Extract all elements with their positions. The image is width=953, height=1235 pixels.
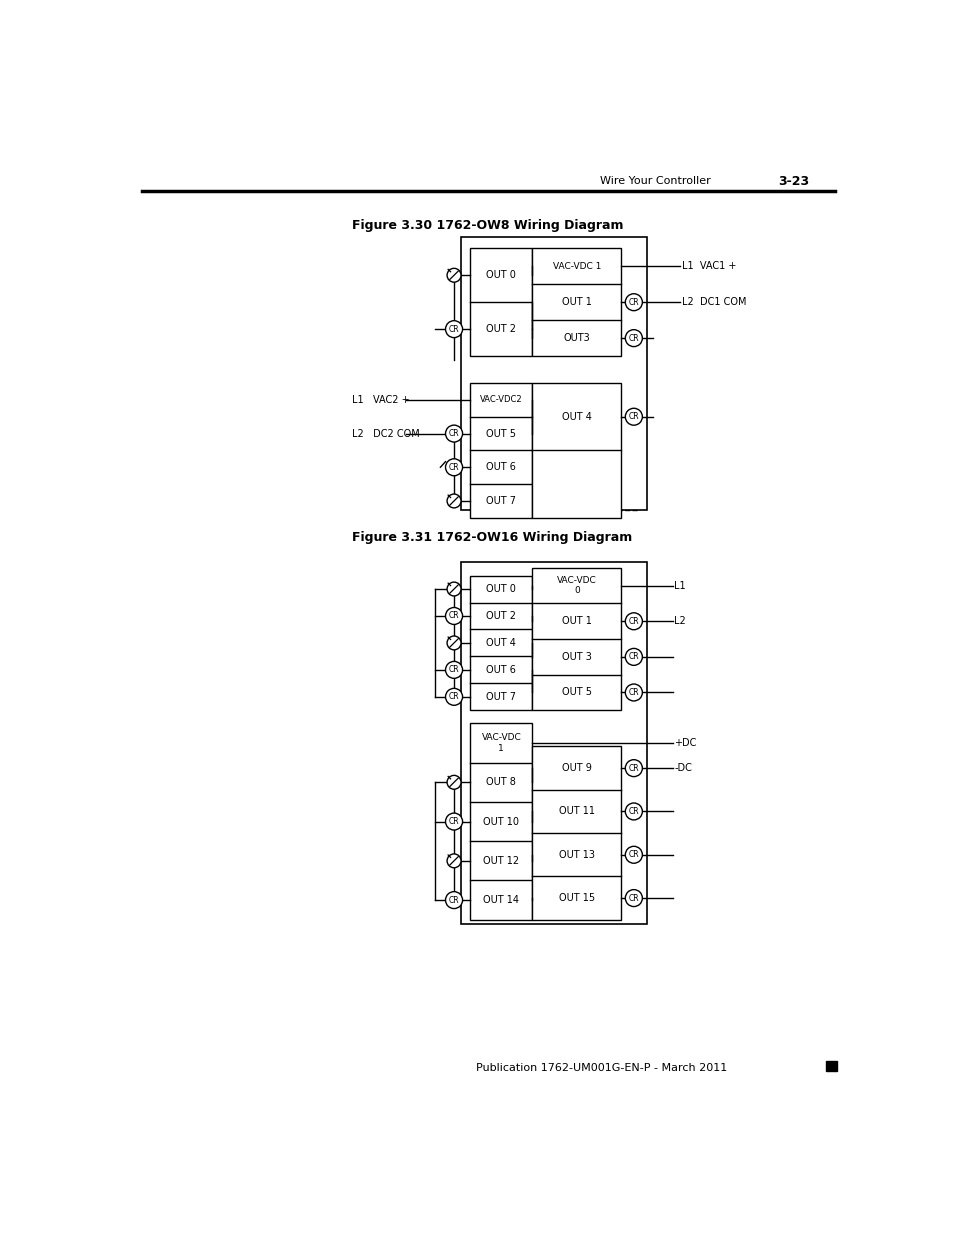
- Text: CR: CR: [628, 894, 639, 903]
- Text: VAC-VDC
0: VAC-VDC 0: [557, 576, 597, 595]
- Text: OUT 10: OUT 10: [483, 816, 518, 826]
- Text: OUT 6: OUT 6: [486, 664, 516, 674]
- Text: L1   VAC2 +: L1 VAC2 +: [352, 395, 409, 405]
- Circle shape: [624, 684, 641, 701]
- Circle shape: [624, 889, 641, 906]
- Bar: [470, 383, 532, 517]
- Text: OUT 4: OUT 4: [561, 411, 591, 421]
- Text: OUT 6: OUT 6: [486, 462, 516, 472]
- Circle shape: [624, 760, 641, 777]
- Circle shape: [624, 330, 641, 347]
- Text: CR: CR: [448, 818, 459, 826]
- Text: OUT 3: OUT 3: [561, 652, 591, 662]
- Text: OUT 2: OUT 2: [486, 611, 516, 621]
- Text: CR: CR: [448, 895, 459, 904]
- Circle shape: [447, 268, 460, 282]
- Text: Publication 1762-UM001G-EN-P - March 2011: Publication 1762-UM001G-EN-P - March 201…: [476, 1063, 726, 1073]
- Text: CR: CR: [628, 616, 639, 626]
- Text: 3-23: 3-23: [778, 175, 808, 188]
- Text: CR: CR: [628, 850, 639, 860]
- Text: CR: CR: [628, 763, 639, 773]
- Text: OUT 7: OUT 7: [486, 692, 516, 701]
- Text: OUT 1: OUT 1: [561, 616, 591, 626]
- Circle shape: [447, 853, 460, 868]
- Text: CR: CR: [628, 806, 639, 816]
- Text: OUT 9: OUT 9: [561, 763, 591, 773]
- Circle shape: [624, 613, 641, 630]
- Circle shape: [445, 813, 462, 830]
- Bar: [460, 562, 646, 924]
- Circle shape: [445, 688, 462, 705]
- Circle shape: [624, 846, 641, 863]
- Text: -DC: -DC: [674, 763, 691, 773]
- Bar: [470, 241, 637, 368]
- Text: OUT 14: OUT 14: [483, 895, 518, 905]
- Text: CR: CR: [628, 333, 639, 342]
- Text: CR: CR: [448, 429, 459, 438]
- Bar: [470, 568, 637, 718]
- Text: OUT 7: OUT 7: [486, 496, 516, 506]
- Text: OUT 12: OUT 12: [483, 856, 518, 866]
- Text: CR: CR: [448, 611, 459, 620]
- Bar: [532, 383, 620, 517]
- Text: +DC: +DC: [674, 739, 696, 748]
- Text: CR: CR: [448, 693, 459, 701]
- Text: OUT 15: OUT 15: [558, 893, 595, 903]
- Circle shape: [624, 803, 641, 820]
- Text: Wire Your Controller: Wire Your Controller: [599, 177, 710, 186]
- Text: CR: CR: [628, 652, 639, 662]
- Text: Figure 3.31 1762-OW16 Wiring Diagram: Figure 3.31 1762-OW16 Wiring Diagram: [352, 531, 631, 545]
- Circle shape: [447, 776, 460, 789]
- Bar: [470, 576, 532, 710]
- Text: OUT 5: OUT 5: [561, 688, 591, 698]
- Circle shape: [445, 662, 462, 678]
- Text: OUT 0: OUT 0: [486, 270, 516, 280]
- Bar: [470, 724, 637, 920]
- Bar: [460, 237, 646, 510]
- Circle shape: [445, 321, 462, 337]
- Circle shape: [624, 294, 641, 311]
- Text: OUT 1: OUT 1: [561, 298, 591, 308]
- Text: L2  DC1 COM: L2 DC1 COM: [681, 298, 745, 308]
- Text: L1: L1: [674, 580, 685, 590]
- Text: L1  VAC1 +: L1 VAC1 +: [681, 262, 736, 272]
- Circle shape: [445, 608, 462, 625]
- Text: VAC-VDC2: VAC-VDC2: [479, 395, 522, 404]
- Text: CR: CR: [628, 298, 639, 306]
- Text: CR: CR: [448, 666, 459, 674]
- Text: Figure 3.30 1762-OW8 Wiring Diagram: Figure 3.30 1762-OW8 Wiring Diagram: [352, 219, 622, 232]
- Text: CR: CR: [628, 688, 639, 697]
- Text: VAC-VDC 1: VAC-VDC 1: [552, 262, 600, 270]
- Circle shape: [447, 636, 460, 650]
- Text: OUT 11: OUT 11: [558, 806, 595, 816]
- Circle shape: [445, 425, 462, 442]
- Text: OUT 8: OUT 8: [486, 777, 516, 787]
- Text: OUT3: OUT3: [563, 333, 590, 343]
- Bar: [532, 746, 620, 920]
- Text: OUT 5: OUT 5: [486, 429, 516, 438]
- Circle shape: [447, 582, 460, 597]
- Text: VAC-VDC
1: VAC-VDC 1: [481, 734, 520, 752]
- Text: L2: L2: [674, 616, 685, 626]
- Text: OUT 0: OUT 0: [486, 584, 516, 594]
- Circle shape: [445, 892, 462, 909]
- Bar: [532, 248, 620, 356]
- Text: L2   DC2 COM: L2 DC2 COM: [352, 429, 419, 438]
- Circle shape: [624, 648, 641, 666]
- Bar: [825, 1061, 836, 1072]
- Text: OUT 4: OUT 4: [486, 638, 516, 648]
- Bar: [470, 248, 532, 356]
- Text: CR: CR: [628, 412, 639, 421]
- Text: CR: CR: [448, 463, 459, 472]
- Text: OUT 13: OUT 13: [558, 850, 595, 860]
- Bar: [470, 724, 532, 920]
- Text: CR: CR: [448, 325, 459, 333]
- Circle shape: [624, 409, 641, 425]
- Circle shape: [447, 494, 460, 508]
- Bar: [532, 568, 620, 710]
- Bar: [470, 375, 637, 510]
- Circle shape: [445, 458, 462, 475]
- Text: OUT 2: OUT 2: [486, 324, 516, 335]
